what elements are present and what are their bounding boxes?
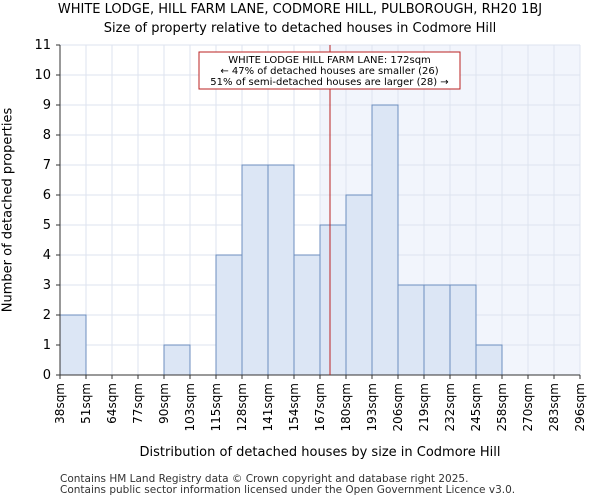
bar (450, 285, 476, 375)
y-axis-label: Number of detached properties (1, 108, 16, 312)
x-tick-label: 154sqm (287, 383, 301, 431)
x-tick-label: 90sqm (157, 383, 171, 424)
chart: 0 1 2 3 4 5 6 7 8 9 10 11 38sqm 51sqm 64sqm 77sqm 90sqm 1… (0, 0, 600, 500)
bar (60, 315, 86, 375)
bar (216, 255, 242, 375)
x-tick-label: 64sqm (105, 383, 119, 424)
x-tick-label: 51sqm (79, 383, 93, 424)
x-tick-label: 167sqm (313, 383, 327, 431)
x-tick-label: 38sqm (53, 383, 67, 424)
x-axis-label: Distribution of detached houses by size … (60, 445, 580, 460)
y-tick-label: 3 (43, 278, 51, 293)
y-tick-label: 6 (43, 188, 51, 203)
bar (424, 285, 450, 375)
x-tick-label: 245sqm (469, 383, 483, 431)
bar (164, 345, 190, 375)
bar (398, 285, 424, 375)
y-tick-label: 10 (34, 68, 51, 83)
x-tick-label: 283sqm (547, 383, 561, 431)
bar (476, 345, 502, 375)
annotation-text: WHITE LODGE HILL FARM LANE: 172sqm (228, 55, 431, 66)
x-tick-label: 206sqm (391, 383, 405, 431)
bar (294, 255, 320, 375)
x-tick-label: 141sqm (261, 383, 275, 431)
x-tick-label: 77sqm (131, 383, 145, 424)
bar (372, 105, 398, 375)
y-tick-label: 1 (43, 338, 51, 353)
plot-area: 0 1 2 3 4 5 6 7 8 9 10 11 38sqm 51sqm 64sqm 77sqm 90sqm 1… (34, 38, 587, 431)
y-tick-label: 11 (34, 38, 51, 53)
annotation-text: ← 47% of detached houses are smaller (26… (220, 66, 438, 77)
x-tick-label: 128sqm (235, 383, 249, 431)
bar (320, 225, 346, 375)
annotation-text: 51% of semi-detached houses are larger (… (210, 77, 448, 88)
chart-title-line2: Size of property relative to detached ho… (0, 21, 600, 36)
x-tick-label: 258sqm (495, 383, 509, 431)
bar (242, 165, 268, 375)
x-tick-label: 270sqm (521, 383, 535, 431)
x-tick-label: 180sqm (339, 383, 353, 431)
bar (268, 165, 294, 375)
x-tick-label: 296sqm (573, 383, 587, 431)
x-tick-label: 232sqm (443, 383, 457, 431)
x-tick-label: 219sqm (417, 383, 431, 431)
y-tick-label: 5 (43, 218, 51, 233)
chart-title-line1: WHITE LODGE, HILL FARM LANE, CODMORE HIL… (0, 2, 600, 17)
bar (346, 195, 372, 375)
y-tick-label: 0 (43, 368, 51, 383)
y-tick-label: 4 (43, 248, 51, 263)
y-tick-label: 8 (43, 128, 51, 143)
y-tick-label: 9 (43, 98, 51, 113)
x-tick-label: 115sqm (209, 383, 223, 431)
x-tick-label: 193sqm (365, 383, 379, 431)
y-tick-label: 7 (43, 158, 51, 173)
footer-line2: Contains public sector information licen… (60, 484, 515, 496)
y-tick-label: 2 (43, 308, 51, 323)
x-tick-label: 103sqm (183, 383, 197, 431)
